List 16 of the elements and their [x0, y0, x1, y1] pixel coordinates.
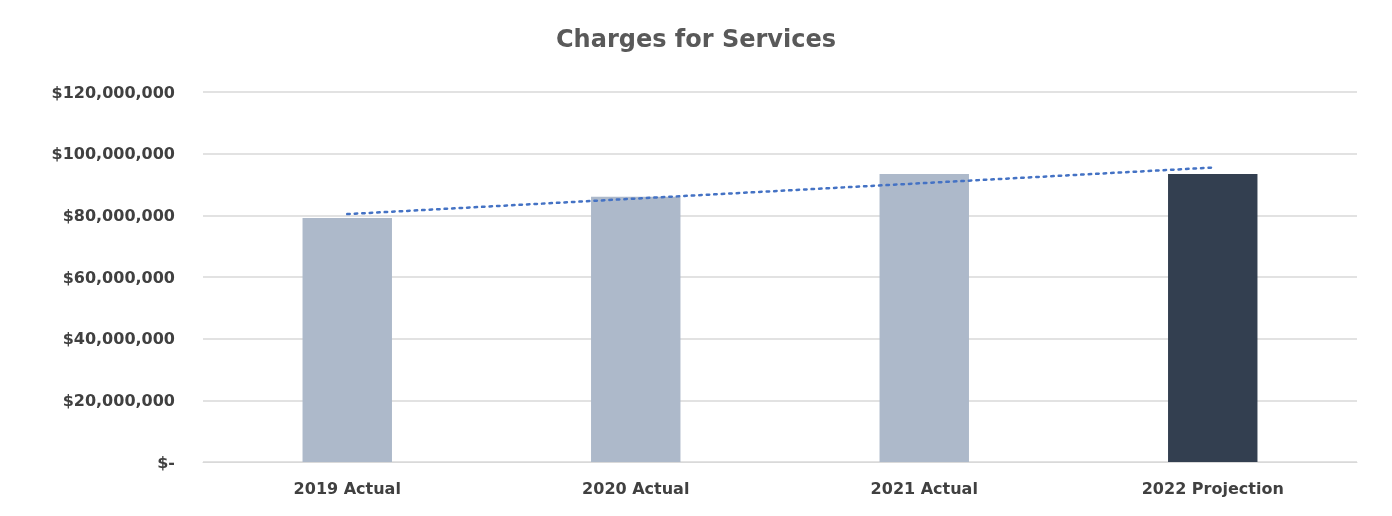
x-tick-label: 2020 Actual [582, 478, 690, 498]
bar [879, 174, 969, 462]
bar [302, 218, 392, 462]
bar [591, 196, 681, 462]
y-tick-label: $60,000,000 [62, 267, 175, 287]
y-tick-label: $20,000,000 [62, 390, 175, 410]
y-tick-label: $40,000,000 [62, 329, 175, 349]
x-tick-label: 2021 Actual [870, 478, 978, 498]
x-tick-label: 2019 Actual [293, 478, 401, 498]
bar [1168, 174, 1258, 462]
y-tick-label: $80,000,000 [62, 205, 175, 225]
y-tick-label: $- [157, 452, 175, 472]
y-tick-label: $100,000,000 [51, 144, 175, 164]
chart-title: Charges for Services [555, 25, 837, 53]
y-tick-label: $120,000,000 [51, 82, 175, 102]
x-tick-label: 2022 Projection [1141, 478, 1284, 498]
